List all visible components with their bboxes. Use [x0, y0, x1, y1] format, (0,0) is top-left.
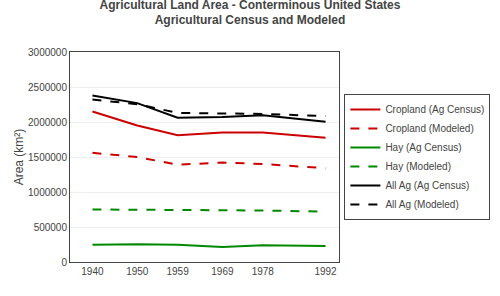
svg-text:All Ag (Modeled): All Ag (Modeled) — [385, 199, 458, 210]
svg-text:1978: 1978 — [252, 266, 275, 277]
svg-text:1950: 1950 — [126, 266, 149, 277]
svg-text:Area (km²): Area (km²) — [12, 129, 26, 186]
svg-text:Hay (Modeled): Hay (Modeled) — [385, 161, 451, 172]
svg-text:1992: 1992 — [314, 266, 337, 277]
svg-text:1959: 1959 — [166, 266, 189, 277]
svg-text:All Ag (Ag Census): All Ag (Ag Census) — [385, 180, 469, 191]
svg-text:Hay (Ag Census): Hay (Ag Census) — [385, 142, 461, 153]
svg-text:Agricultural Land Area - Conte: Agricultural Land Area - Conterminous Un… — [100, 0, 401, 27]
svg-text:1000000: 1000000 — [28, 187, 67, 198]
svg-text:2000000: 2000000 — [28, 117, 67, 128]
svg-text:3000000: 3000000 — [28, 47, 67, 58]
svg-text:500000: 500000 — [34, 222, 68, 233]
svg-text:1500000: 1500000 — [28, 152, 67, 163]
svg-text:1940: 1940 — [81, 266, 104, 277]
svg-text:Cropland (Modeled): Cropland (Modeled) — [385, 123, 473, 134]
svg-text:Cropland (Ag Census): Cropland (Ag Census) — [385, 104, 484, 115]
svg-text:0: 0 — [61, 257, 67, 268]
svg-text:2500000: 2500000 — [28, 82, 67, 93]
svg-text:1969: 1969 — [211, 266, 234, 277]
